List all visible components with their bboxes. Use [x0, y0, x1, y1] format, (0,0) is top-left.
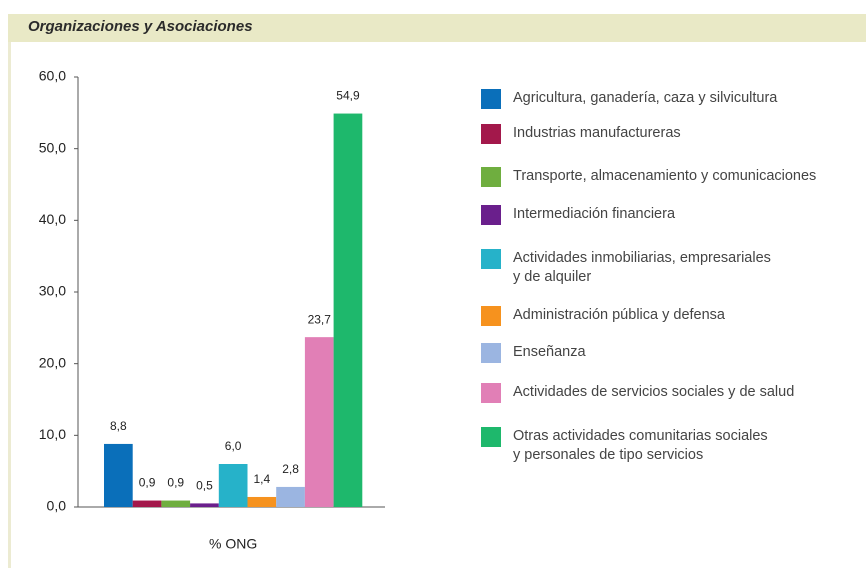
value-label: 54,9 [336, 89, 360, 103]
bar [247, 496, 277, 507]
x-tick-label: % ONG [209, 536, 257, 552]
legend-item: Industrias manufactureras [481, 124, 681, 144]
value-label: 8,8 [110, 419, 127, 433]
bar [218, 464, 248, 507]
legend-item: Intermediación financiera [481, 205, 675, 225]
y-tick-label: 20,0 [39, 354, 66, 370]
legend-label: Actividades inmobiliarias, empresariales… [513, 250, 771, 285]
y-tick-label: 40,0 [39, 211, 66, 227]
legend-swatch [481, 249, 501, 269]
header-band [8, 14, 866, 42]
legend-label: Intermediación financiera [513, 206, 676, 222]
legend-swatch [481, 167, 501, 187]
legend-swatch [481, 205, 501, 225]
legend-item: Enseñanza [481, 343, 586, 363]
legend-swatch [481, 383, 501, 403]
y-tick-label: 0,0 [47, 498, 67, 514]
bar [104, 443, 133, 507]
bar [161, 500, 191, 507]
value-label: 2,8 [282, 462, 299, 476]
page-edge [8, 42, 11, 568]
y-tick-label: 10,0 [39, 426, 66, 442]
y-tick-label: 30,0 [39, 283, 66, 299]
bar [132, 500, 162, 507]
value-label: 0,9 [167, 476, 184, 490]
legend-label: Transporte, almacenamiento y comunicacio… [513, 168, 817, 184]
legend-swatch [481, 124, 501, 144]
y-tick-label: 60,0 [39, 68, 66, 84]
legend-swatch [481, 343, 501, 363]
value-label: 0,9 [139, 476, 156, 490]
legend-item: Agricultura, ganadería, caza y silvicult… [481, 89, 777, 109]
legend-swatch [481, 306, 501, 326]
legend-label: Actividades de servicios sociales y de s… [513, 384, 795, 400]
bar [304, 337, 334, 507]
legend-swatch [481, 427, 501, 447]
legend-label: Agricultura, ganadería, caza y silvicult… [513, 90, 778, 106]
legend-swatch [481, 89, 501, 109]
chart-title: Organizaciones y Asociaciones [28, 18, 253, 35]
legend-label: Industrias manufactureras [513, 125, 681, 141]
legend-label: Enseñanza [513, 344, 586, 360]
legend-item: Otras actividades comunitarias sociales … [481, 427, 768, 465]
bar [190, 503, 219, 507]
legend-item: Administración pública y defensa [481, 306, 725, 326]
legend-item: Actividades inmobiliarias, empresariales… [481, 249, 771, 287]
legend-label: Administración pública y defensa [513, 307, 725, 323]
value-label: 1,4 [254, 472, 271, 486]
legend-item: Actividades de servicios sociales y de s… [481, 383, 794, 403]
legend-label: Otras actividades comunitarias sociales … [513, 428, 768, 463]
value-label: 23,7 [308, 312, 332, 326]
legend-item: Transporte, almacenamiento y comunicacio… [481, 167, 816, 187]
y-tick-label: 50,0 [39, 139, 66, 155]
value-label: 0,5 [196, 479, 213, 493]
bar [276, 486, 305, 507]
value-label: 6,0 [225, 439, 242, 453]
bar [333, 113, 363, 508]
